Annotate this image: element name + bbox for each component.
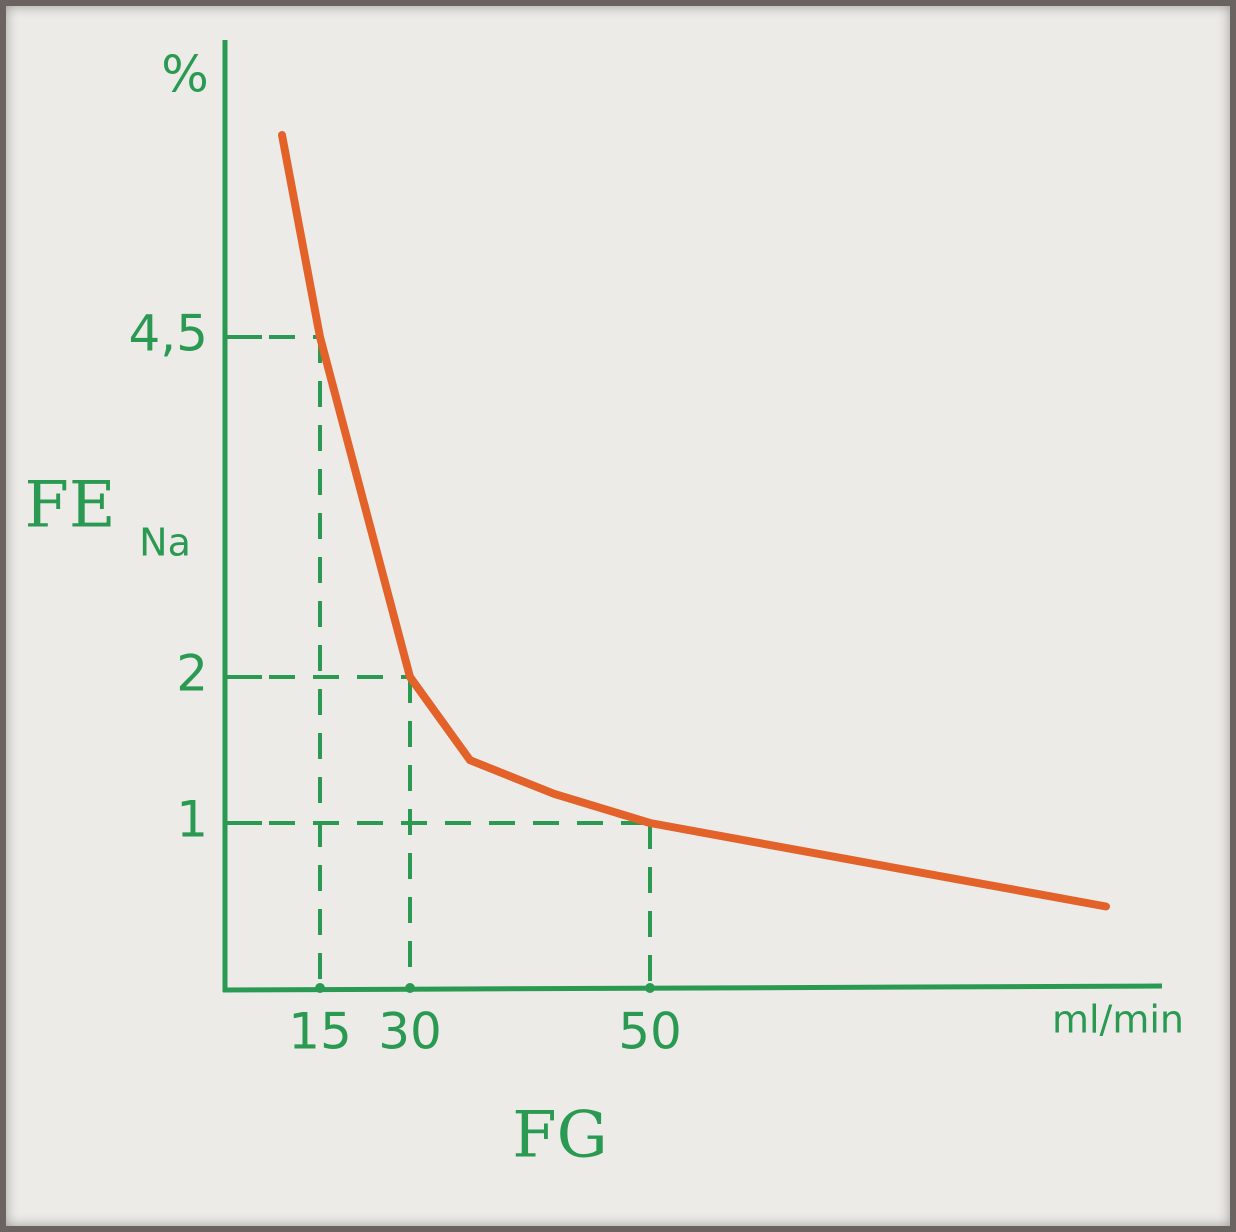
y-unit: % xyxy=(161,46,209,104)
x-tick-label: 30 xyxy=(378,1003,442,1061)
x-tick-label: 50 xyxy=(618,1003,682,1061)
x-axis-label: FG xyxy=(512,1099,608,1173)
y-tick-label: 2 xyxy=(176,645,208,703)
y-tick-label: 1 xyxy=(176,791,208,849)
chart: % FE Na FG ml/min 1 2 4,5 15 30 50 xyxy=(0,0,1236,1232)
page: {"chart_data": {"type": "line", "y_unit"… xyxy=(0,0,1236,1232)
y-axis-label-subscript: Na xyxy=(139,521,191,565)
x-unit: ml/min xyxy=(1052,998,1184,1042)
x-axis xyxy=(223,986,1162,990)
y-tick-label: 4,5 xyxy=(128,305,208,363)
y-axis-label: FE xyxy=(24,469,115,543)
x-tick-label: 15 xyxy=(288,1003,352,1061)
curve xyxy=(282,135,1106,906)
